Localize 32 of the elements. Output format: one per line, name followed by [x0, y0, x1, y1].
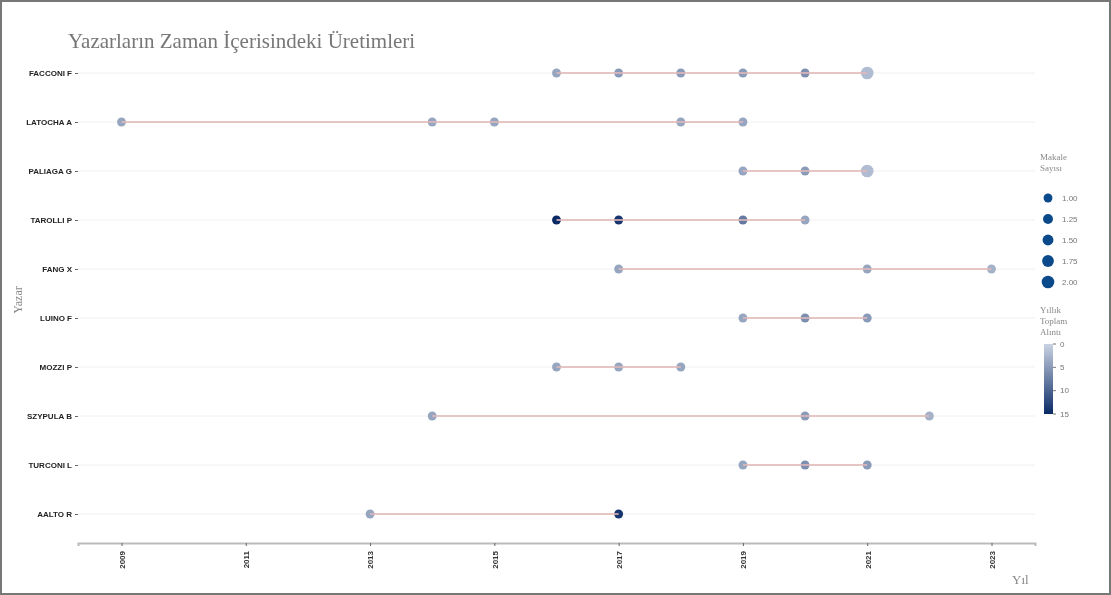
- y-tick-label: PALIAGA G: [28, 167, 72, 177]
- y-tick-label: TAROLLI P: [30, 216, 73, 226]
- y-tick-label: MOZZI P: [39, 363, 73, 373]
- y-tick-label: AALTO R: [37, 510, 73, 520]
- y-tick-label: LUINO F: [40, 314, 73, 324]
- x-axis-title: Yıl: [1012, 572, 1029, 587]
- chart-title: Yazarların Zaman İçerisindeki Üretimleri: [68, 29, 416, 53]
- x-tick-label: 2021: [863, 550, 873, 569]
- y-tick-label: LATOCHA A: [26, 118, 73, 128]
- legend-label: 1.75: [1062, 257, 1079, 266]
- x-tick-label: 2017: [614, 550, 624, 569]
- y-tick-label: FANG X: [42, 265, 73, 275]
- y-tick-label: SZYPULA B: [26, 412, 73, 422]
- x-tick-label: 2011: [242, 550, 252, 569]
- y-axis-title: Yazar: [11, 286, 25, 314]
- y-tick-label: FACCONI F: [28, 69, 73, 79]
- y-tick-label: TURCONI L: [28, 461, 73, 471]
- legend-label: 1.00: [1062, 194, 1079, 203]
- x-tick-label: 2009: [117, 550, 127, 569]
- color-bar-label: 0: [1060, 339, 1065, 349]
- x-tick-label: 2019: [739, 550, 749, 569]
- color-bar-label: 5: [1060, 363, 1065, 373]
- color-bar-label: 15: [1060, 409, 1070, 419]
- color-bar-title: Yıllık Toplam Alıntı: [1040, 305, 1068, 337]
- x-tick-label: 2023: [987, 550, 997, 569]
- x-tick-label: 2015: [490, 550, 500, 569]
- legend-title: Makale Sayısı: [1040, 152, 1067, 173]
- color-bar-label: 10: [1060, 386, 1070, 396]
- legend-label: 1.25: [1062, 215, 1079, 224]
- legend-label: 2.00: [1062, 278, 1079, 287]
- x-tick-label: 2013: [366, 550, 376, 569]
- legend-label: 1.50: [1062, 236, 1079, 245]
